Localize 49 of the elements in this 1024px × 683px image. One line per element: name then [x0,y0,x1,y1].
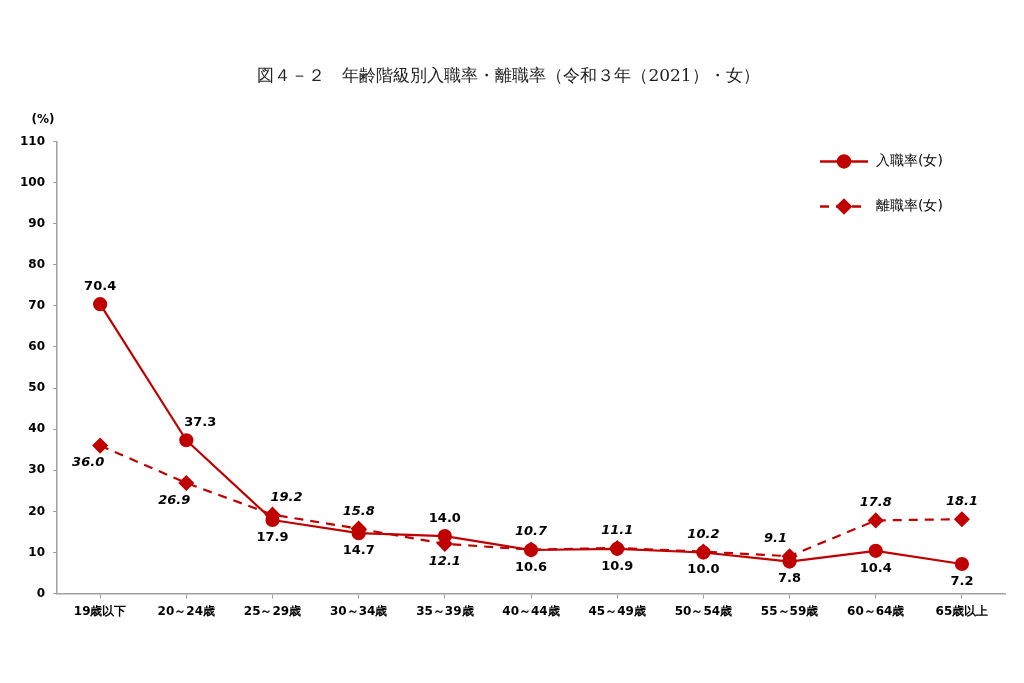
data-label: 14.7 [342,542,375,558]
data-label: 7.2 [950,572,974,588]
data-label: 10.6 [514,558,548,574]
chart-title: 図４－２ 年齢階級別入職率・離職率（令和３年（2021）・女） [257,64,760,85]
x-tick-label: 20～24歳 [157,603,216,618]
data-label: 17.8 [859,494,892,510]
data-label: 18.1 [945,493,978,509]
data-label: 11.1 [601,521,634,537]
legend-label: 入職率(女) [876,152,943,169]
y-tick-label: 60 [28,339,46,354]
y-tick-label: 40 [28,421,46,436]
y-tick-label: 30 [28,462,46,477]
x-tick-label: 45～49歳 [588,603,646,618]
y-tick-label: 80 [28,256,46,271]
data-label: 17.9 [256,528,289,544]
data-label: 36.0 [72,454,105,470]
data-label: 9.1 [764,530,788,546]
data-label: 10.4 [859,559,892,575]
x-tick-label: 30～34歳 [329,603,388,618]
data-label: 70.4 [84,278,117,294]
data-label: 26.9 [158,491,191,507]
data-label: 14.0 [428,509,461,525]
y-tick-label: 90 [28,215,46,230]
x-tick-label: 60～64歳 [847,603,905,618]
y-tick-label: 70 [28,297,46,312]
data-label: 10.2 [687,525,720,541]
y-tick-label: 0 [36,585,46,600]
data-label: 12.1 [428,552,461,568]
data-label: 10.0 [687,561,720,577]
x-tick-label: 35～39歳 [416,603,474,618]
x-tick-label: 25～29歳 [243,603,302,618]
y-tick-label: 110 [19,133,46,148]
y-tick-label: 50 [28,380,46,395]
x-tick-label: 40～44歳 [502,603,560,618]
y-axis-title: (%) [31,111,55,126]
y-tick-label: 100 [19,174,46,189]
data-label: 37.3 [184,414,217,430]
data-label: 15.8 [342,502,375,518]
legend-label: 離職率(女) [876,197,943,214]
data-label: 7.8 [778,570,802,586]
x-tick-label: 65歳以上 [935,603,989,618]
y-tick-label: 10 [28,544,46,559]
data-label: 10.7 [514,523,549,539]
data-label: 10.9 [601,557,634,573]
data-label: 19.2 [270,488,303,504]
y-tick-label: 20 [28,503,46,518]
x-tick-label: 50～54歳 [674,603,733,618]
x-tick-label: 55～59歳 [760,603,819,618]
x-tick-label: 19歳以下 [73,603,127,618]
